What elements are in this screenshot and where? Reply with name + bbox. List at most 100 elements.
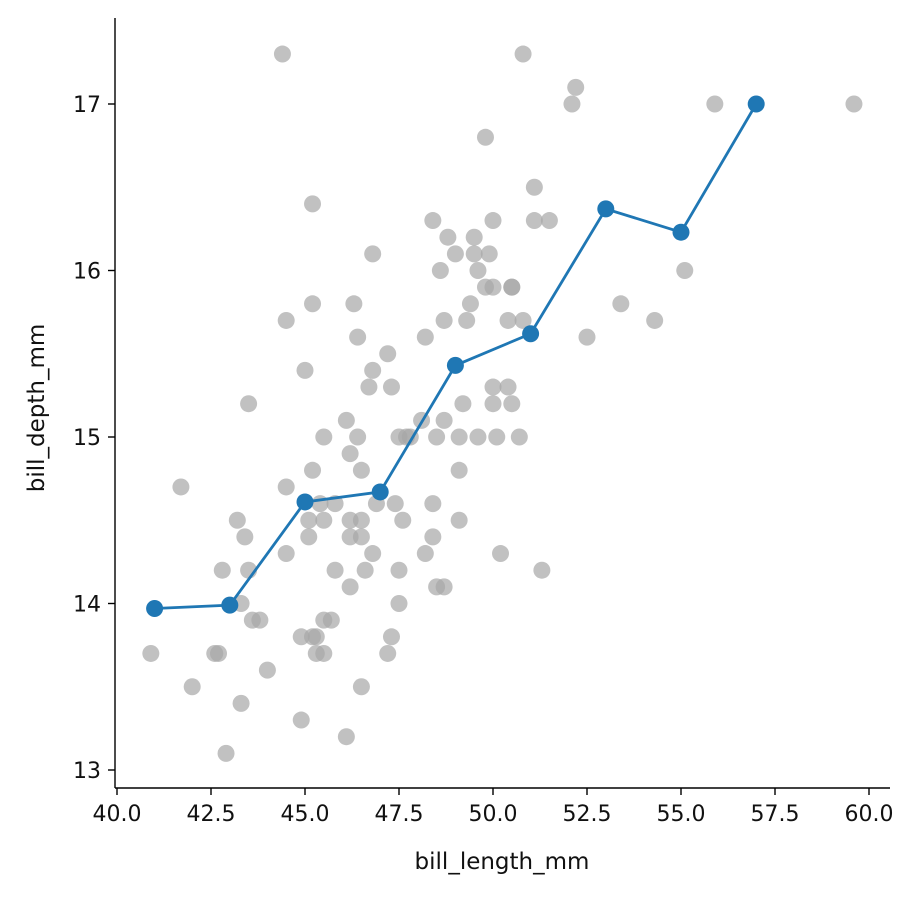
scatter-point [578, 328, 596, 346]
scatter-point [450, 511, 468, 529]
scatter-point [469, 262, 487, 279]
x-tick-label: 47.5 [375, 802, 424, 827]
scatter-point [503, 395, 521, 413]
scatter-point [454, 395, 472, 413]
x-tick-label: 55.0 [657, 802, 706, 827]
scatter-point [341, 445, 359, 463]
scatter-point [183, 678, 201, 696]
scatter-point [484, 212, 502, 230]
scatter-point [277, 478, 295, 496]
y-axis-label: bill_depth_mm [24, 324, 50, 493]
scatter-point [514, 311, 532, 329]
scatter-point [277, 545, 295, 563]
scatter-point [382, 628, 400, 646]
scatter-point [228, 511, 246, 529]
scatter-point [172, 478, 190, 496]
scatter-point [315, 644, 333, 662]
scatter-point [567, 78, 585, 96]
scatter-point [469, 428, 487, 446]
scatter-point [424, 495, 442, 513]
scatter-point [337, 728, 355, 746]
scatter-point [465, 228, 483, 246]
scatter-point [322, 611, 340, 629]
y-tick-label: 13 [73, 759, 101, 784]
scatter-point [277, 311, 295, 329]
scatter-point [676, 262, 694, 279]
binned-mean-point [672, 223, 690, 241]
scatter-point [435, 411, 453, 429]
scatter-point [390, 595, 408, 612]
axes-layer [114, 18, 890, 789]
binned-mean-point [371, 483, 389, 501]
scatter-point [446, 245, 464, 263]
scatter-point [236, 528, 254, 546]
y-tick-label: 16 [73, 260, 101, 285]
scatter-point [364, 545, 382, 563]
scatter-point [379, 345, 397, 363]
scatter-point [315, 428, 333, 446]
scatter-point [390, 561, 408, 579]
scatter-point [484, 278, 502, 296]
scatter-point [499, 378, 517, 396]
y-tick-label: 17 [73, 93, 101, 118]
scatter-point [510, 428, 528, 446]
scatter-point [461, 295, 479, 313]
scatter-point [307, 628, 325, 646]
scatter-point [424, 528, 442, 546]
scatter-point [352, 461, 370, 479]
scatter-point [304, 461, 322, 479]
scatter-point [450, 428, 468, 446]
scatter-point [458, 311, 476, 329]
x-tick-label: 42.5 [187, 802, 236, 827]
binned-mean-layer [146, 95, 765, 617]
x-tick-label: 52.5 [563, 802, 612, 827]
scatter-point [345, 295, 363, 313]
scatter-point [232, 694, 250, 712]
scatter-point [352, 528, 370, 546]
scatter-point [514, 45, 532, 63]
scatter-point [439, 228, 457, 246]
scatter-point [364, 361, 382, 379]
scatter-point [450, 461, 468, 479]
scatter-point [349, 328, 367, 346]
scatter-point [563, 95, 581, 113]
scatter-point [499, 311, 517, 329]
scatter-point [706, 95, 724, 113]
scatter-point [435, 311, 453, 329]
scatter-point [484, 378, 502, 396]
x-tick-label: 60.0 [845, 802, 894, 827]
scatter-point [533, 561, 551, 579]
scatter-point [386, 495, 404, 513]
scatter-point [435, 578, 453, 596]
scatter-point [540, 212, 558, 230]
scatter-point [492, 545, 510, 563]
binned-mean-point [597, 200, 615, 218]
scatter-point [416, 545, 434, 563]
scatter-point [428, 428, 446, 446]
scatter-point [258, 661, 276, 679]
scatter-points-layer [142, 45, 863, 762]
scatter-point [379, 644, 397, 662]
scatter-point [337, 411, 355, 429]
scatter-point [364, 245, 382, 263]
scatter-point [612, 295, 630, 313]
scatter-point [142, 644, 160, 662]
x-axis-label: bill_length_mm [415, 849, 590, 875]
scatter-point [431, 262, 449, 279]
scatter-point [315, 511, 333, 529]
x-tick-label: 40.0 [93, 802, 142, 827]
scatter-point [311, 495, 329, 513]
x-tick-label: 57.5 [751, 802, 800, 827]
y-tick-label: 15 [73, 426, 101, 451]
scatter-point [352, 511, 370, 529]
binned-mean-point [747, 95, 765, 113]
scatter-point [465, 245, 483, 263]
y-ticks: 13 14 15 16 17 [73, 93, 115, 784]
scatter-point [394, 511, 412, 529]
scatter-point [845, 95, 863, 113]
scatter-point [292, 711, 310, 729]
scatter-point [217, 744, 235, 762]
binned-mean-point [146, 599, 164, 617]
